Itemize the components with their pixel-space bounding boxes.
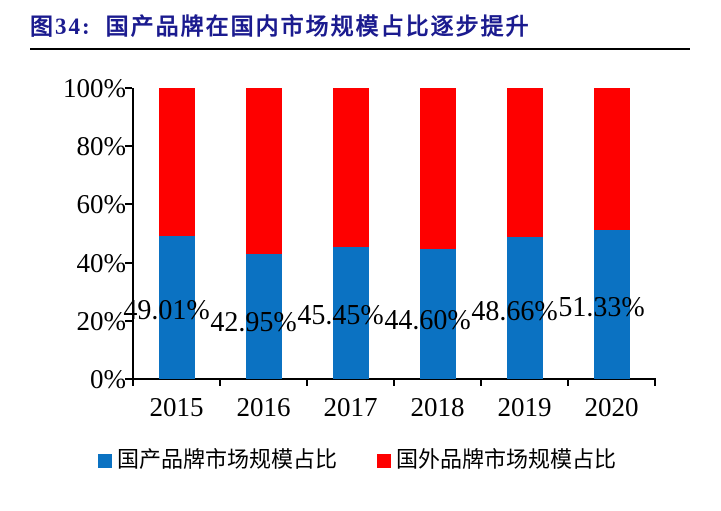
- y-axis-tick: [125, 261, 132, 264]
- bar-segment-foreign-2016: [245, 88, 282, 254]
- x-axis-tick: [306, 379, 308, 386]
- y-axis-tick: [125, 145, 132, 148]
- bar-segment-foreign-2020: [593, 88, 630, 230]
- figure-number: 图34:: [30, 14, 92, 39]
- bar-segment-domestic-2019: [506, 237, 543, 379]
- data-label-2016: 42.95%: [210, 307, 297, 338]
- title-divider: [30, 48, 690, 50]
- x-axis-category-2015: 2015: [149, 392, 204, 422]
- legend-item-foreign: 国外品牌市场规模占比: [377, 449, 616, 471]
- bar-segment-domestic-2018: [419, 249, 456, 379]
- data-label-2015: 49.01%: [123, 295, 210, 326]
- y-axis-tick: [125, 319, 132, 322]
- bar-segment-foreign-2017: [332, 88, 369, 247]
- bar-segment-foreign-2019: [506, 88, 543, 238]
- y-axis-line: [132, 88, 134, 380]
- legend-item-domestic: 国产品牌市场规模占比: [98, 449, 337, 471]
- y-axis-tick-label: 60%: [76, 189, 127, 220]
- bar-segment-domestic-2020: [593, 229, 630, 379]
- x-axis-category-2019: 2019: [497, 392, 552, 422]
- x-axis-tick: [393, 379, 395, 386]
- x-axis-tick: [654, 379, 656, 386]
- x-axis-category-2016: 2016: [236, 392, 291, 422]
- data-label-2017: 45.45%: [297, 300, 384, 331]
- y-axis-tick-label: 0%: [90, 364, 126, 394]
- data-label-2019: 48.66%: [471, 296, 558, 327]
- y-axis-tick-label: 20%: [76, 305, 127, 336]
- y-axis-tick: [125, 378, 132, 380]
- legend-swatch-domestic: [98, 454, 112, 468]
- legend-label-domestic: 国产品牌市场规模占比: [117, 447, 338, 472]
- y-axis-tick-label: 100%: [63, 73, 126, 103]
- x-axis-category-2020: 2020: [584, 392, 639, 422]
- data-label-2020: 51.33%: [558, 292, 645, 323]
- y-axis-tick-label: 80%: [76, 131, 127, 162]
- chart-title-text: 国产品牌在国内市场规模占比逐步提升: [105, 14, 531, 39]
- x-axis-category-2018: 2018: [410, 392, 465, 422]
- x-axis-category-2017: 2017: [323, 392, 378, 422]
- bar-segment-foreign-2015: [158, 88, 195, 237]
- x-axis-tick: [219, 379, 221, 386]
- x-axis-tick: [480, 379, 482, 386]
- x-axis-tick: [132, 379, 134, 386]
- bar-segment-domestic-2015: [158, 236, 195, 379]
- y-axis-tick: [125, 203, 132, 206]
- y-axis-tick-label: 40%: [76, 247, 127, 278]
- bar-segment-foreign-2018: [419, 88, 456, 250]
- legend-swatch-foreign: [377, 454, 391, 468]
- y-axis-tick: [125, 87, 132, 89]
- legend-label-foreign: 国外品牌市场规模占比: [396, 447, 617, 472]
- bar-segment-domestic-2017: [332, 246, 369, 379]
- data-label-2018: 44.60%: [384, 305, 471, 336]
- x-axis-tick: [567, 379, 569, 386]
- chart-title: 图34: 国产品牌在国内市场规模占比逐步提升: [30, 7, 531, 41]
- bar-segment-domestic-2016: [245, 254, 282, 379]
